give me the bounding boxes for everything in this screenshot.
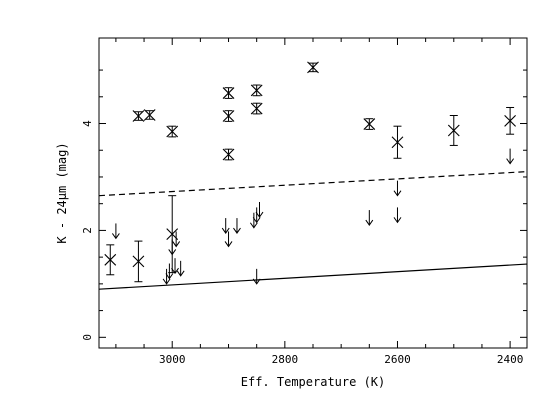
detection-point: [447, 115, 460, 146]
upper-limit-arrow: [172, 231, 181, 248]
y-axis-label: K - 24μm (mag): [55, 142, 69, 243]
arrow-head: [506, 158, 515, 165]
dashed-model-line: [98, 171, 528, 197]
arrow-head: [255, 211, 264, 218]
axis-ticks: [99, 38, 527, 348]
upper-limit-arrow: [224, 231, 233, 248]
arrow-head: [224, 241, 233, 248]
tick-labels: 3000 2800 2600 2400 0 2 4: [81, 120, 523, 366]
arrow-head: [171, 267, 179, 275]
upper-limit-arrow: [252, 207, 261, 224]
upper-limit-arrow: [252, 268, 261, 285]
detection-point: [363, 118, 376, 130]
arrow-head: [176, 270, 185, 277]
detection-point: [222, 110, 235, 122]
model-curves: [98, 171, 528, 290]
arrow-head: [365, 219, 374, 226]
detection-point: [222, 148, 235, 161]
x-tick-label: 2800: [272, 353, 299, 366]
arrow-head: [172, 241, 181, 248]
upper-limit-arrow: [176, 260, 185, 277]
y-tick-label: 4: [81, 120, 94, 127]
detection-point: [391, 125, 404, 159]
plot-frame: [98, 37, 528, 349]
upper-limits: [111, 148, 515, 285]
upper-limit-arrow: [168, 239, 177, 256]
upper-limit-arrow: [233, 218, 241, 234]
upper-limit-arrow: [165, 263, 174, 280]
y-tick-label: 0: [81, 334, 94, 341]
data-points: [104, 61, 516, 283]
detection-point: [132, 110, 145, 122]
x-tick-label: 2600: [384, 353, 411, 366]
arrow-head: [252, 217, 261, 224]
x-axis-label: Eff. Temperature (K): [241, 375, 386, 389]
detection-point: [250, 102, 263, 115]
detection-point: [132, 240, 145, 283]
upper-limit-arrow: [365, 210, 374, 226]
detection-point: [143, 109, 156, 121]
arrow-head: [221, 227, 230, 234]
upper-limit-arrow: [111, 223, 120, 240]
x-tick-label: 3000: [159, 353, 186, 366]
upper-limit-arrow: [171, 258, 179, 275]
detection-point: [504, 106, 516, 135]
y-tick-label: 2: [81, 227, 94, 234]
arrow-head: [162, 278, 171, 285]
arrow-head: [249, 222, 258, 229]
arrow-head: [111, 233, 120, 240]
x-tick-label: 2400: [497, 353, 524, 366]
arrow-head: [165, 273, 174, 280]
solid-model-line: [98, 263, 528, 290]
detection-point: [104, 244, 117, 276]
arrow-head: [168, 249, 177, 256]
arrow-head: [393, 217, 402, 224]
arrow-head: [233, 227, 241, 234]
upper-limit-arrow: [393, 180, 402, 197]
upper-limit-arrow: [162, 268, 171, 285]
upper-limit-arrow: [506, 148, 515, 165]
arrow-head: [252, 278, 261, 285]
upper-limit-arrow: [393, 207, 402, 224]
detection-point: [222, 87, 235, 99]
detection-point: [307, 61, 319, 74]
upper-limit-arrow: [249, 212, 258, 229]
upper-limit-arrow: [221, 218, 230, 234]
arrow-head: [393, 190, 402, 197]
detection-point: [250, 84, 263, 97]
upper-limit-arrow: [255, 202, 264, 218]
detection-point: [166, 125, 179, 138]
